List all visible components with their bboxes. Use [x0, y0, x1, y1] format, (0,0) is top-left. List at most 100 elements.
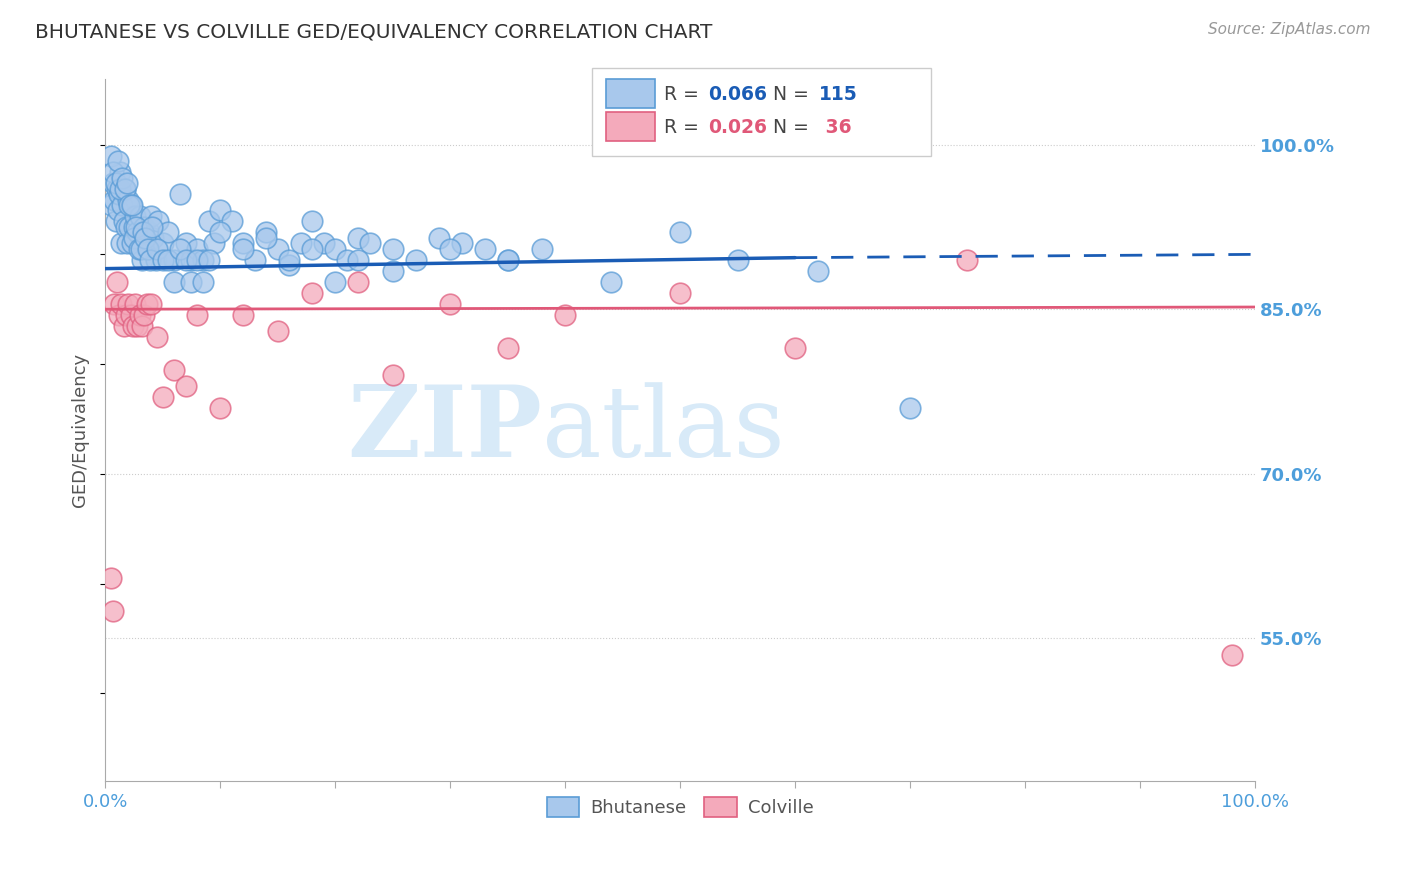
Point [103, 604, 125, 618]
Point [142, 231, 165, 245]
FancyBboxPatch shape [592, 69, 931, 156]
Point [117, 193, 139, 207]
Point [134, 219, 156, 234]
Point [104, 214, 127, 228]
Point [111, 170, 134, 185]
Point [197, 252, 219, 267]
Point [122, 231, 145, 245]
Point [232, 308, 254, 322]
Point [180, 275, 202, 289]
Point [323, 242, 346, 256]
Y-axis label: GED/Equivalency: GED/Equivalency [72, 353, 89, 507]
Point [115, 308, 138, 322]
Text: N =: N = [773, 118, 815, 136]
Point [209, 226, 232, 240]
Point [110, 297, 132, 311]
Point [163, 275, 186, 289]
Text: Source: ZipAtlas.com: Source: ZipAtlas.com [1208, 22, 1371, 37]
Text: 0.066: 0.066 [707, 85, 766, 103]
Point [124, 297, 146, 311]
Point [152, 252, 174, 267]
Point [174, 236, 197, 251]
Point [174, 252, 197, 267]
Point [191, 275, 214, 289]
Point [118, 219, 141, 234]
Point [118, 198, 141, 212]
Point [347, 231, 370, 245]
Point [554, 308, 576, 322]
Point [146, 214, 169, 228]
Point [117, 297, 139, 311]
Point [152, 390, 174, 404]
Point [312, 236, 335, 251]
Point [103, 297, 125, 311]
Point [474, 242, 496, 256]
Point [100, 571, 122, 585]
Point [669, 285, 692, 300]
Point [131, 318, 153, 333]
Point [121, 318, 143, 333]
Point [427, 231, 450, 245]
Point [381, 368, 404, 382]
Text: 0.026: 0.026 [707, 118, 766, 136]
Point [112, 318, 135, 333]
Point [301, 285, 323, 300]
Point [121, 198, 143, 212]
Point [209, 401, 232, 415]
Point [128, 308, 150, 322]
Point [405, 252, 427, 267]
Point [128, 242, 150, 256]
Point [180, 252, 202, 267]
Point [956, 252, 979, 267]
FancyBboxPatch shape [606, 78, 655, 108]
Text: R =: R = [664, 85, 704, 103]
Point [136, 242, 159, 256]
Point [100, 198, 122, 212]
Point [100, 148, 122, 162]
Point [107, 154, 129, 169]
Point [807, 264, 830, 278]
Point [112, 214, 135, 228]
Point [107, 203, 129, 218]
Point [146, 242, 169, 256]
Point [108, 165, 131, 179]
Point [134, 308, 156, 322]
Point [600, 275, 623, 289]
FancyBboxPatch shape [606, 112, 655, 141]
Point [496, 252, 519, 267]
Point [108, 187, 131, 202]
Point [105, 275, 128, 289]
Point [301, 242, 323, 256]
Point [115, 236, 138, 251]
Point [209, 203, 232, 218]
Point [381, 242, 404, 256]
Point [139, 252, 162, 267]
Point [301, 214, 323, 228]
Point [323, 275, 346, 289]
Point [103, 176, 125, 190]
Point [783, 341, 806, 355]
Point [127, 318, 149, 333]
Point [104, 176, 127, 190]
Point [124, 209, 146, 223]
Point [111, 198, 134, 212]
Point [243, 252, 266, 267]
Point [127, 226, 149, 240]
Point [186, 308, 208, 322]
Point [186, 252, 208, 267]
Point [359, 236, 381, 251]
Point [347, 275, 370, 289]
Text: BHUTANESE VS COLVILLE GED/EQUIVALENCY CORRELATION CHART: BHUTANESE VS COLVILLE GED/EQUIVALENCY CO… [35, 22, 713, 41]
Point [157, 226, 180, 240]
Point [439, 297, 461, 311]
Point [138, 226, 160, 240]
Point [141, 297, 163, 311]
Point [197, 214, 219, 228]
Point [121, 236, 143, 251]
Point [266, 324, 288, 338]
Point [169, 242, 191, 256]
Text: R =: R = [664, 118, 704, 136]
Point [105, 181, 128, 195]
Text: atlas: atlas [543, 382, 785, 478]
Point [110, 236, 132, 251]
